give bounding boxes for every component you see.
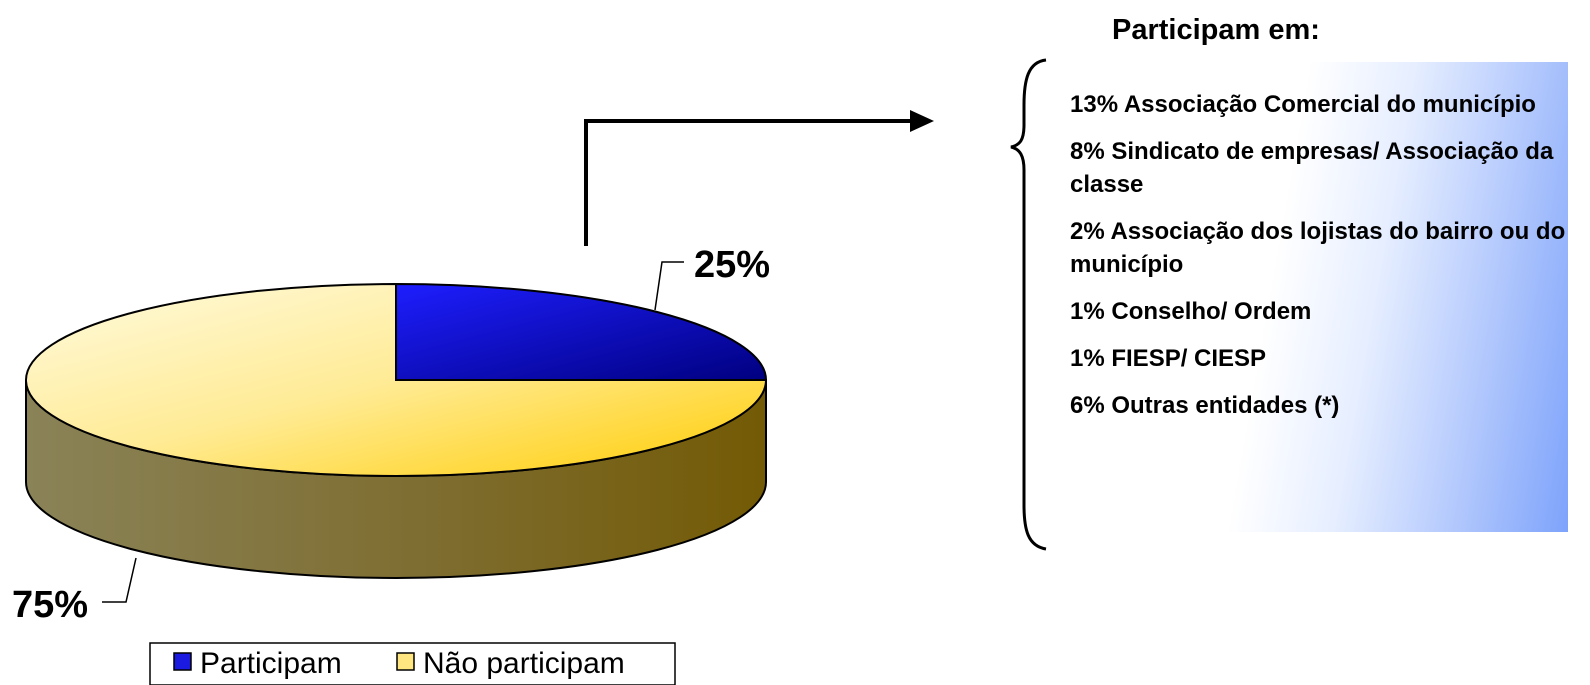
- breakdown-item: 2% Associação dos lojistas do bairro ou …: [1070, 218, 1566, 278]
- leader-line-participam: [654, 261, 684, 311]
- breakdown-item: 1% FIESP/ CIESP: [1070, 345, 1267, 372]
- pie-slice-n-o-participam: [25, 282, 768, 477]
- breakdown-item: 1% Conselho/ Ordem: [1070, 298, 1312, 325]
- breakdown-item: 6% Outras entidades (*): [1070, 392, 1340, 419]
- legend-label-0: Participam: [200, 647, 342, 680]
- connector-arrowhead: [910, 110, 934, 132]
- curly-brace: [1010, 58, 1047, 551]
- pct-label-nao-participam: 75%: [12, 584, 88, 626]
- connector-arrow: [584, 119, 912, 246]
- legend-swatch-1: [396, 652, 415, 671]
- breakdown-item: 8% Sindicato de empresas/ Associação da …: [1070, 138, 1554, 198]
- breakdown-list: 13% Associação Comercial do município 8% …: [1070, 88, 1570, 436]
- legend-swatch-0: [173, 652, 192, 671]
- pct-label-participam: 25%: [694, 244, 770, 286]
- breakdown-item: 13% Associação Comercial do município: [1070, 91, 1536, 118]
- pie-slice-participam: [395, 282, 768, 381]
- breakdown-title: Participam em:: [1112, 14, 1320, 46]
- leader-line-nao-participam: [102, 557, 137, 603]
- legend-label-1: Não participam: [423, 647, 625, 680]
- breakdown-panel: [1062, 62, 1568, 532]
